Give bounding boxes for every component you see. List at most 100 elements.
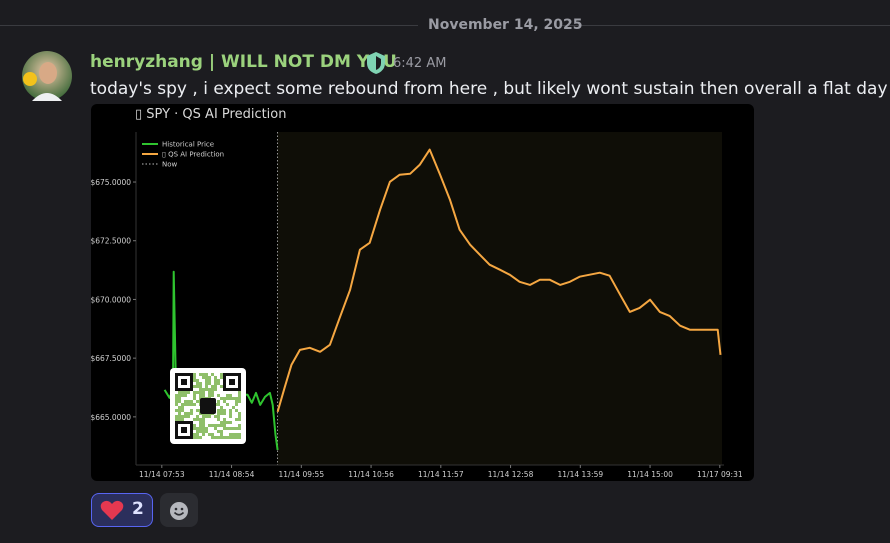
timestamp: 6:42 AM (393, 56, 447, 71)
qr-cell (202, 394, 205, 397)
legend-label: ▯ QS AI Prediction (162, 151, 224, 159)
qr-cell (175, 403, 178, 406)
chart-image[interactable]: ▯ SPY · QS AI Prediction $665.0000 $667.5… (91, 104, 754, 481)
qr-cell (220, 397, 223, 400)
legend-label: Now (162, 161, 178, 169)
qr-cell (211, 424, 214, 427)
qr-cell (226, 421, 229, 424)
qr-cell (208, 382, 211, 385)
qr-cell (205, 388, 208, 391)
qr-cell (226, 397, 229, 400)
qr-cell (193, 433, 196, 436)
qr-cell (202, 388, 205, 391)
qr-cell (220, 373, 223, 376)
qr-cell (181, 415, 184, 418)
qr-cell (199, 412, 202, 415)
qr-cell (235, 436, 238, 439)
qr-cell (199, 391, 202, 394)
qr-cell (202, 376, 205, 379)
qr-cell (196, 409, 199, 412)
qr-cell (193, 373, 196, 376)
qr-cell (211, 436, 214, 439)
x-tick-label: 11/14 11:57 (418, 470, 464, 479)
qr-cell (220, 406, 223, 409)
qr-cell (193, 427, 196, 430)
qr-cell (196, 418, 199, 421)
qr-cell (193, 424, 196, 427)
role-icon (367, 52, 385, 74)
qr-cell (211, 394, 214, 397)
qr-cell (193, 436, 196, 439)
qr-finder (181, 379, 187, 385)
divider-line (0, 25, 418, 26)
qr-cell (196, 433, 199, 436)
qr-cell (208, 379, 211, 382)
qr-cell (226, 436, 229, 439)
y-tick-label: $672.5000 (91, 237, 131, 246)
qr-cell (232, 427, 235, 430)
qr-cell (202, 430, 205, 433)
qr-cell (181, 391, 184, 394)
qr-cell (196, 400, 199, 403)
qr-cell (178, 415, 181, 418)
qr-cell (238, 415, 241, 418)
qr-cell (178, 409, 181, 412)
qr-cell (208, 388, 211, 391)
prediction-region (277, 132, 722, 465)
qr-cell (178, 397, 181, 400)
qr-cell (199, 436, 202, 439)
qr-cell (235, 433, 238, 436)
qr-cell (223, 412, 226, 415)
x-tick-label: 11/14 15:00 (627, 470, 673, 479)
qr-cell (223, 427, 226, 430)
qr-cell (193, 385, 196, 388)
qr-cell (235, 403, 238, 406)
qr-cell (232, 433, 235, 436)
qr-cell (175, 400, 178, 403)
qr-cell (199, 397, 202, 400)
qr-cell (208, 394, 211, 397)
qr-cell (187, 403, 190, 406)
qr-cell (205, 430, 208, 433)
x-tick-label: 11/14 09:55 (278, 470, 324, 479)
qr-cell (205, 373, 208, 376)
reaction-heart[interactable]: 2 (91, 493, 153, 527)
qr-cell (223, 397, 226, 400)
add-reaction[interactable] (160, 493, 198, 527)
author-name[interactable]: henryzhang | WILL NOT DM YOU (90, 52, 397, 72)
qr-cell (229, 412, 232, 415)
qr-cell (229, 421, 232, 424)
x-tick-label: 11/14 07:53 (139, 470, 185, 479)
qr-cell (208, 433, 211, 436)
chart: ▯ SPY · QS AI Prediction $665.0000 $667.5… (91, 107, 743, 479)
qr-code (170, 368, 246, 444)
qr-cell (235, 400, 238, 403)
qr-cell (223, 424, 226, 427)
qr-cell (181, 409, 184, 412)
qr-cell (199, 388, 202, 391)
qr-cell (175, 418, 178, 421)
qr-cell (217, 382, 220, 385)
qr-cell (199, 424, 202, 427)
x-tick-label: 11/14 12:58 (488, 470, 534, 479)
x-tick-label: 11/14 13:59 (558, 470, 604, 479)
qr-cell (202, 424, 205, 427)
reaction-count: 2 (132, 499, 144, 519)
qr-cell (193, 418, 196, 421)
qr-cell (181, 403, 184, 406)
qr-cell (184, 415, 187, 418)
y-tick-label: $665.0000 (91, 413, 131, 422)
qr-cell (193, 403, 196, 406)
qr-cell (202, 418, 205, 421)
qr-cell (238, 391, 241, 394)
divider-line (562, 25, 890, 26)
qr-cell (220, 421, 223, 424)
qr-cell (193, 379, 196, 382)
qr-cell (205, 376, 208, 379)
qr-cell (214, 424, 217, 427)
qr-cell (235, 409, 238, 412)
qr-cell (235, 397, 238, 400)
qr-cell (238, 436, 241, 439)
avatar[interactable] (22, 51, 72, 101)
